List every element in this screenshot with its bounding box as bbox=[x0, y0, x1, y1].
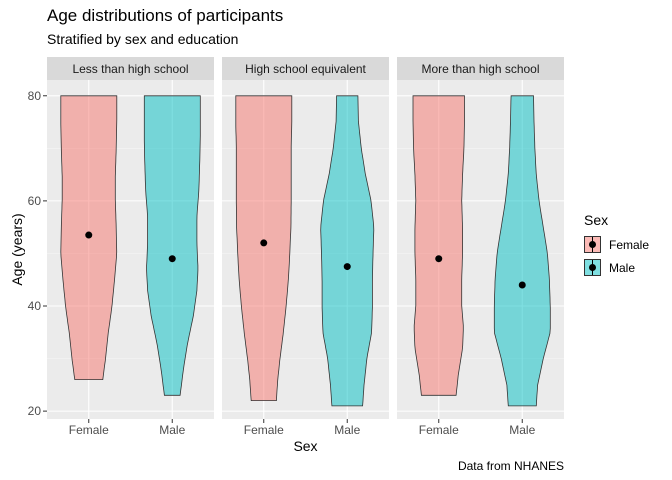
mean-point-less-than-high-school-female bbox=[85, 231, 93, 239]
chart-title: Age distributions of participants bbox=[47, 6, 284, 25]
y-tick-label: 40 bbox=[28, 299, 42, 313]
facet-label-more-than-high-school: More than high school bbox=[421, 62, 539, 76]
mean-point-more-than-high-school-male bbox=[518, 281, 526, 289]
x-tick-label-male: Male bbox=[159, 423, 185, 437]
facet-strip-more-than-high-school bbox=[397, 57, 564, 80]
violin-less-than-high-school-male bbox=[143, 95, 201, 396]
y-tick-label: 60 bbox=[28, 194, 42, 208]
legend-label-male: Male bbox=[609, 260, 636, 275]
x-tick-label-male: Male bbox=[334, 423, 360, 437]
facet-label-high-school-equivalent: High school equivalent bbox=[245, 62, 366, 76]
facet-strip-high-school-equivalent bbox=[222, 57, 389, 80]
legend-item-female: Female bbox=[584, 233, 649, 256]
legend-key-female bbox=[584, 236, 601, 253]
mean-point-high-school-equivalent-female bbox=[260, 239, 268, 247]
chart-caption: Data from NHANES bbox=[457, 459, 564, 473]
mean-point-high-school-equivalent-male bbox=[343, 263, 351, 271]
facet-strip-less-than-high-school bbox=[47, 57, 214, 80]
chart-subtitle: Stratified by sex and education bbox=[47, 31, 239, 47]
violin-high-school-equivalent-female bbox=[235, 95, 293, 401]
x-tick-label-female: Female bbox=[244, 423, 284, 437]
legend-item-male: Male bbox=[584, 256, 649, 279]
legend-dot-male bbox=[589, 264, 596, 271]
violin-more-than-high-school-male bbox=[493, 95, 551, 407]
legend-dot-female bbox=[589, 241, 596, 248]
violin-high-school-equivalent-male bbox=[320, 95, 375, 407]
legend-key-male bbox=[584, 259, 601, 276]
x-axis-title: Sex bbox=[293, 438, 317, 454]
legend-title: Sex bbox=[584, 212, 609, 228]
mean-point-more-than-high-school-female bbox=[435, 255, 443, 263]
mean-point-less-than-high-school-male bbox=[168, 255, 176, 263]
x-tick-label-male: Male bbox=[509, 423, 535, 437]
legend: Sex Female Male bbox=[584, 212, 649, 279]
x-tick-label-female: Female bbox=[419, 423, 459, 437]
legend-label-female: Female bbox=[609, 237, 650, 252]
y-axis-title: Age (years) bbox=[9, 213, 25, 285]
violin-more-than-high-school-female bbox=[412, 95, 465, 396]
y-tick-label: 80 bbox=[28, 89, 42, 103]
x-tick-label-female: Female bbox=[69, 423, 109, 437]
facet-label-less-than-high-school: Less than high school bbox=[72, 62, 188, 76]
y-tick-label: 20 bbox=[28, 404, 42, 418]
